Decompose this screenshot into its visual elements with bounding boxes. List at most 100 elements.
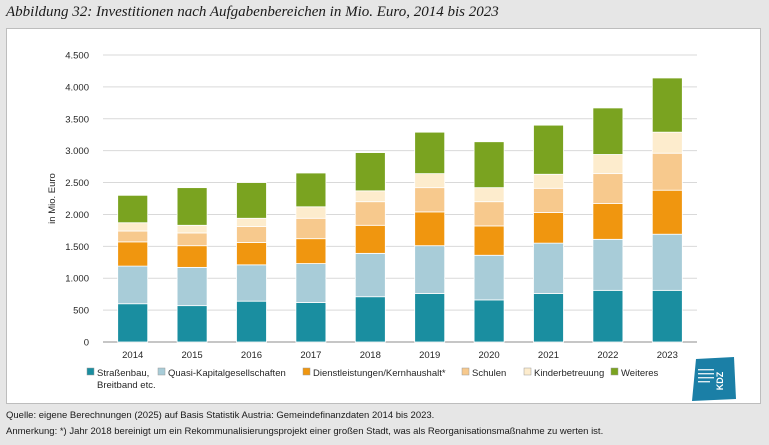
bar-segment [176,266,208,307]
x-tick-label: 2020 [479,350,500,361]
bar-segment [295,172,327,208]
bar-segment [236,226,267,243]
bar-segment [592,173,624,205]
legend-swatch [302,367,311,376]
stacked-bar-chart: 0 500 1.000 1.500 2.000 2.500 3.000 3.500 4.000 4… [47,51,697,391]
bar-segment [414,293,446,343]
bar-segment [236,217,267,227]
bar-segment [117,265,149,305]
bar-segment [592,203,624,240]
bar-segment [473,141,505,189]
bar-segment [414,245,446,294]
x-tick-label: 2016 [241,350,262,361]
bar-segment [533,124,564,175]
legend-swatch [523,367,532,376]
remark-note: Anmerkung: *) Jahr 2018 bereinigt um ein… [6,426,604,437]
bar-segment [651,189,683,235]
bar-segment [651,233,683,291]
legend-label: Kinderbetreuung [534,368,604,379]
bar-segment [533,173,564,189]
bar-segment [473,225,505,256]
bar-segment [236,182,267,219]
bar-segment [117,303,149,343]
bar-segment [176,305,208,343]
legend-label: Quasi-Kapitalgesellschaften [168,368,286,379]
legend-swatch [86,367,95,376]
bar-segment [473,201,505,227]
bar-segment [473,187,505,203]
y-tick-label: 2.000 [65,210,89,221]
y-tick-label: 1.000 [65,274,89,285]
bar-segment [533,293,564,343]
bar-segment [117,230,149,243]
bar-segment [651,152,683,191]
logo-text: KDZ [715,371,725,390]
legend-swatch [461,367,470,376]
legend-label: Schulen [472,368,506,379]
x-tick-label: 2015 [182,350,203,361]
x-tick-label: 2019 [419,350,440,361]
bar-segment [354,296,386,343]
y-tick-label: 4.500 [65,51,89,62]
bar-segment [533,242,564,294]
x-tick-label: 2022 [597,350,618,361]
legend-swatch [157,367,166,376]
bar-segment [176,187,208,226]
bar-segment [592,154,624,175]
source-note: Quelle: eigene Berechnungen (2025) auf B… [6,410,435,421]
bar-segment [117,222,149,232]
bar-segment [176,232,208,247]
bar-segment [414,187,446,213]
bar-segment [592,289,624,343]
y-tick-label: 2.500 [65,178,89,189]
bar-segment [117,241,149,267]
legend-swatch [610,367,619,376]
legend-label: Weiteres [621,368,659,379]
bar-segment [295,263,327,303]
x-tick-label: 2018 [360,350,381,361]
legend-label: Breitband etc. [97,380,156,391]
bar-segment [354,152,386,192]
bar-segment [295,206,327,219]
bar-segment [473,299,505,343]
x-tick-label: 2014 [122,350,143,361]
bar-segment [236,264,267,302]
bar-segment [414,173,446,189]
bar-segment [176,245,208,268]
chart-panel: 0 500 1.000 1.500 2.000 2.500 3.000 3.500 4.000 4… [6,28,761,404]
bar-segment [176,224,208,234]
bar-segment [651,131,683,154]
bar-segment [414,211,446,247]
y-tick-label: 3.000 [65,146,89,157]
y-tick-label: 4.000 [65,82,89,93]
legend-label: Straßenbau, [97,368,149,379]
kdz-logo: KDZ [692,357,736,401]
y-tick-label: 500 [73,306,89,317]
bar-segment [651,77,683,133]
x-tick-label: 2023 [657,350,678,361]
bar-segment [592,107,624,155]
legend-label: Dienstleistungen/Kernhaushalt* [313,368,446,379]
bar-segment [354,190,386,203]
figure-title: Abbildung 32: Investitionen nach Aufgabe… [6,4,499,20]
bar-segment [414,131,446,175]
bar-segment [533,212,564,244]
bar-segment [236,242,267,266]
bar-segment [295,217,327,240]
x-tick-label: 2017 [300,350,321,361]
bar-segment [117,194,149,224]
bar-segment [236,300,267,343]
bar-segment [533,187,564,213]
bar-segment [354,252,386,298]
y-axis-label: in Mio. Euro [47,173,58,224]
bar-segment [592,238,624,291]
y-tick-label: 1.500 [65,242,89,253]
bar-segment [295,238,327,264]
bar-segment [651,289,683,343]
x-tick-label: 2021 [538,350,559,361]
bar-segment [354,224,386,254]
y-tick-label: 3.500 [65,114,89,125]
bar-segment [473,254,505,301]
bar-segment [354,201,386,226]
bar-segment [295,302,327,343]
